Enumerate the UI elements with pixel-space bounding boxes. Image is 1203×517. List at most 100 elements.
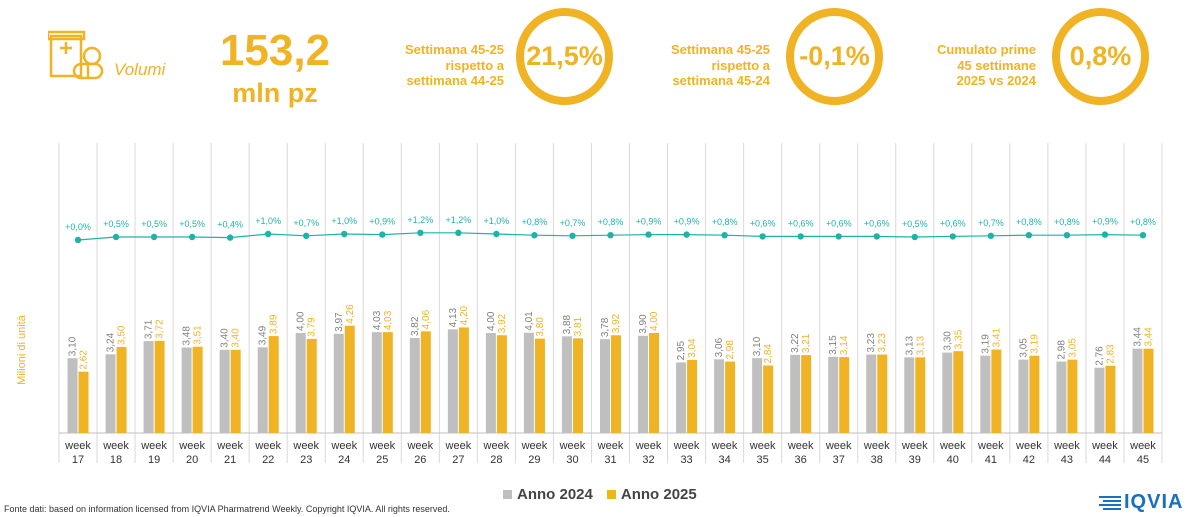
growth-label: +0,8% (1016, 217, 1042, 227)
growth-point (645, 231, 652, 238)
growth-point (1063, 232, 1071, 239)
growth-point (1101, 231, 1109, 238)
data-label-2024: 2,95 (676, 340, 687, 360)
growth-point (949, 233, 957, 240)
x-tick-label: 24 (338, 454, 350, 466)
x-tick-label: week (445, 440, 472, 452)
total-volume-unit: mln pz (232, 78, 318, 108)
x-tick-label: week (635, 440, 662, 452)
data-label-2024: 3,49 (258, 325, 269, 345)
growth-point (797, 233, 804, 240)
iqvia-logo: IQVIA (1099, 491, 1183, 514)
kpi-3-circle: 0,8% (1052, 8, 1149, 105)
data-label-2025: 3,35 (953, 329, 964, 349)
data-label-2025: 4,00 (649, 311, 660, 331)
growth-point (683, 231, 690, 238)
data-label-2024: 2,76 (1094, 346, 1105, 366)
data-label-2024: 3,22 (790, 333, 801, 353)
data-label-2024: 3,82 (410, 316, 421, 336)
growth-point (74, 236, 82, 244)
data-label-2025: 2,62 (79, 350, 90, 370)
data-label-2025: 4,06 (421, 309, 432, 329)
legend: Anno 2024 Anno 2025 (503, 486, 697, 503)
bar-2024 (866, 354, 877, 433)
bar-2025 (1029, 355, 1040, 433)
x-tick-label: 29 (528, 454, 540, 466)
bar-2025 (572, 338, 583, 433)
bar-2025 (1143, 348, 1154, 433)
data-label-2025: 3,44 (1143, 327, 1154, 347)
bar-2024 (561, 336, 572, 433)
data-label-2024: 3,30 (942, 331, 953, 351)
data-label-2024: 3,15 (828, 335, 839, 355)
bar-2025 (344, 325, 355, 433)
growth-label: +0,7% (560, 218, 586, 228)
growth-label: +0,8% (1054, 217, 1080, 227)
data-label-2024: 3,88 (562, 314, 573, 334)
x-tick-label: week (1053, 440, 1080, 452)
source-note: Fonte dati: based on information license… (4, 504, 450, 514)
bar-2025 (268, 336, 279, 433)
growth-label: +0,9% (1092, 217, 1118, 227)
data-label-2024: 4,13 (448, 307, 459, 327)
growth-label: +0,6% (750, 218, 776, 228)
data-label-2025: 2,98 (725, 340, 736, 360)
growth-label: +0,8% (522, 217, 548, 227)
data-label-2025: 4,03 (383, 310, 394, 330)
x-tick-label: 27 (452, 454, 464, 466)
bar-2025 (611, 335, 621, 433)
x-tick-label: week (1015, 440, 1042, 452)
bar-2024 (942, 352, 953, 433)
x-tick-label: week (483, 440, 510, 452)
x-tick-label: 21 (224, 454, 236, 466)
growth-label: +0,5% (103, 219, 129, 229)
data-label-2024: 3,06 (714, 337, 725, 357)
bar-2024 (1094, 367, 1105, 433)
growth-point (569, 232, 576, 239)
x-tick-label: week (863, 440, 890, 452)
growth-label: +0,0% (65, 222, 91, 232)
bar-2024 (219, 349, 230, 433)
growth-label: +0,6% (940, 218, 966, 228)
x-tick-label: week (178, 440, 205, 452)
data-label-2025: 3,92 (611, 313, 622, 333)
data-label-2025: 3,51 (193, 325, 204, 345)
legend-label-2025: Anno 2025 (620, 486, 697, 503)
x-tick-label: week (559, 440, 586, 452)
growth-point (759, 233, 766, 240)
bar-2024 (485, 333, 496, 433)
bar-2025 (763, 365, 774, 433)
growth-label: +0,9% (674, 217, 700, 227)
growth-label: +0,7% (978, 218, 1004, 228)
data-label-2024: 2,98 (1056, 340, 1067, 360)
iqvia-logo-text: IQVIA (1124, 491, 1184, 513)
x-tick-label: week (1091, 440, 1118, 452)
data-label-2024: 4,00 (296, 311, 307, 331)
x-tick-label: 36 (795, 454, 807, 466)
kpi-1-label: Settimana 45-25 rispetto a settimana 44-… (405, 42, 504, 88)
data-label-2025: 3,81 (573, 316, 584, 336)
x-tick-label: 22 (262, 454, 274, 466)
x-tick-label: 39 (909, 454, 921, 466)
growth-point (911, 233, 918, 241)
growth-label: +0,8% (1130, 217, 1156, 227)
growth-label: +0,5% (141, 219, 167, 229)
data-label-2024: 3,19 (980, 334, 991, 354)
bar-2024 (1018, 359, 1029, 433)
growth-label: +1,2% (445, 215, 471, 225)
data-label-2024: 3,40 (220, 328, 231, 348)
data-label-2024: 4,00 (486, 311, 497, 331)
data-label-2024: 3,48 (182, 326, 193, 346)
bar-2024 (333, 333, 344, 433)
bar-2025 (192, 346, 203, 433)
growth-label: +1,0% (331, 216, 357, 226)
growth-label: +0,8% (712, 217, 738, 227)
bar-2024 (600, 339, 610, 433)
bar-2025 (306, 338, 317, 433)
legend-swatch-2025 (606, 490, 616, 499)
x-tick-label: week (901, 440, 928, 452)
x-tick-label: 26 (414, 454, 426, 466)
x-tick-label: 17 (72, 454, 84, 466)
x-tick-label: 28 (490, 454, 502, 466)
